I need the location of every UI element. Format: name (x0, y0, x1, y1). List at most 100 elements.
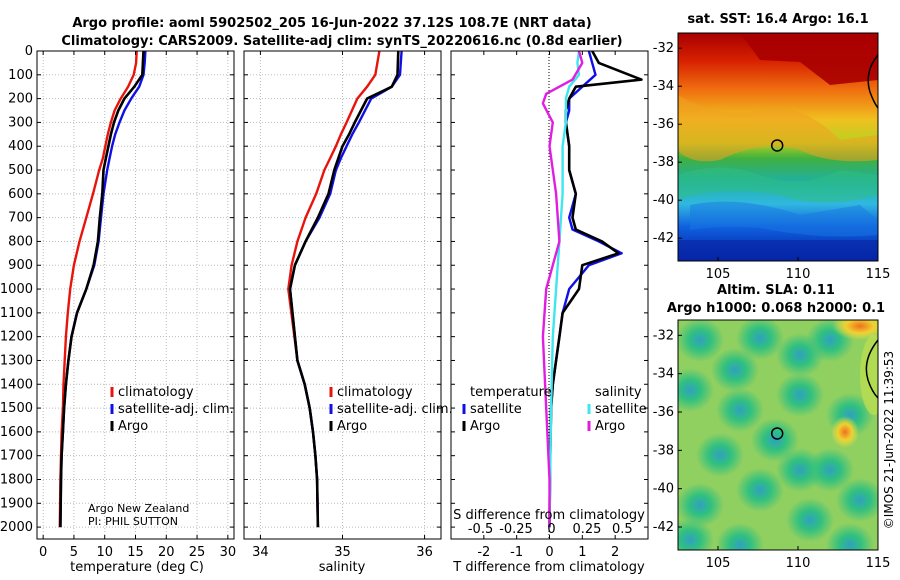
depth-tick-label: 200 (8, 92, 33, 107)
lat-tick-label: -42 (653, 520, 674, 535)
x-tick-label: 20 (158, 545, 175, 560)
sst-map-panel: sat. SST: 16.4 Argo: 16.1 105 110 115 -32 -3… (653, 12, 891, 282)
depth-tick-label: 1900 (0, 496, 33, 511)
salinity-legend: climatology satellite-adj. clim. Argo (329, 385, 453, 434)
depth-tick-label: 1800 (0, 472, 33, 487)
lat-tick-label: -36 (653, 117, 674, 132)
x-tick-label: 30 (220, 545, 237, 560)
legend-label-satellite: satellite-adj. clim. (337, 402, 453, 417)
legend-label-satellite: satellite-adj. clim. (118, 402, 234, 417)
lat-tick-label: -34 (653, 79, 674, 94)
x-tick-label: 5 (70, 545, 78, 560)
series-s-argo (541, 50, 584, 528)
s-tick-label: 0 (547, 522, 555, 537)
legend-label-t-argo: Argo (470, 419, 500, 434)
legend-title-temperature: temperature (470, 385, 552, 400)
depth-tick-label: 600 (8, 187, 33, 202)
x-tick-label: 36 (416, 545, 433, 560)
legend-label-t-satellite: satellite (470, 402, 522, 417)
credit-program: Argo New Zealand (88, 502, 189, 515)
depth-tick-label: 300 (8, 115, 33, 130)
depth-tick-label: 1200 (0, 330, 33, 345)
lon-tick-label: 115 (866, 267, 891, 282)
depth-tick-label: 700 (8, 211, 33, 226)
series-t-argo (548, 50, 643, 528)
x-tick-label: 25 (189, 545, 206, 560)
depth-tick-label: 1700 (0, 449, 33, 464)
argo-position-marker (770, 139, 784, 152)
depth-tick-label: 0 (25, 44, 33, 59)
x-tick-label: 0 (39, 545, 47, 560)
depth-tick-label: 1400 (0, 377, 33, 392)
sla-heatmap (678, 320, 878, 550)
salinity-xlabel: salinity (319, 560, 366, 575)
depth-tick-label: 1500 (0, 401, 33, 416)
depth-tick-label: 1300 (0, 353, 33, 368)
x-tick-label: -1 (510, 545, 523, 560)
credit-pi: PI: PHIL SUTTON (88, 515, 178, 528)
lat-tick-label: -34 (653, 367, 674, 382)
difference-legend: temperature satellite Argo salinity sate… (462, 385, 647, 434)
series-climatology (58, 50, 138, 528)
s-tick-label: -0.25 (499, 522, 533, 537)
legend-label-s-satellite: satellite (595, 402, 647, 417)
legend-label-s-argo: Argo (595, 419, 625, 434)
sla-map-title-line1: Altim. SLA: 0.11 (717, 283, 835, 298)
legend-label-climatology: climatology (118, 385, 194, 400)
legend-title-salinity: salinity (595, 385, 642, 400)
x-tick-label: 10 (96, 545, 113, 560)
series-argo (288, 50, 400, 528)
x-tick-label: 35 (334, 545, 351, 560)
lon-tick-label: 115 (866, 556, 891, 571)
depth-tick-label: 2000 (0, 520, 33, 535)
figure-title-line1: Argo profile: aoml 5902502_205 16-Jun-20… (72, 16, 591, 31)
x-tick-label: 2 (611, 545, 619, 560)
lon-tick-label: 105 (706, 556, 731, 571)
depth-tick-label: 400 (8, 139, 33, 154)
depth-tick-label: 100 (8, 68, 33, 83)
lat-tick-label: -32 (653, 41, 674, 56)
s-tick-label: 0.25 (572, 522, 601, 537)
temperature-legend: climatology satellite-adj. clim. Argo (110, 385, 234, 434)
temperature-xlabel: temperature (deg C) (70, 560, 204, 575)
depth-tick-label: 1100 (0, 306, 33, 321)
x-tick-label: 0 (545, 545, 553, 560)
salinity-panel: 34 35 36 salinity climatology satellite-ad… (243, 50, 453, 575)
lat-tick-label: -40 (653, 482, 674, 497)
s-tick-label: -0.5 (468, 522, 493, 537)
x-tick-label: -2 (477, 545, 490, 560)
depth-tick-label: 500 (8, 163, 33, 178)
temperature-panel: 0 5 10 15 20 25 300100200300400500600700800900… (0, 44, 236, 575)
x-tick-label: 1 (578, 545, 586, 560)
lat-tick-label: -36 (653, 405, 674, 420)
depth-tick-label: 900 (8, 258, 33, 273)
sst-map-title: sat. SST: 16.4 Argo: 16.1 (687, 12, 868, 27)
series-t-satellite (548, 50, 623, 528)
lat-tick-label: -32 (653, 328, 674, 343)
depth-tick-label: 800 (8, 234, 33, 249)
legend-label-argo: Argo (337, 419, 367, 434)
difference-xlabel-top: S difference from climatology (453, 508, 645, 523)
x-tick-label: 15 (127, 545, 144, 560)
depth-tick-label: 1600 (0, 425, 33, 440)
lat-tick-label: -42 (653, 231, 674, 246)
lat-tick-label: -38 (653, 155, 674, 170)
legend-label-argo: Argo (118, 419, 148, 434)
s-tick-label: 0.5 (612, 522, 633, 537)
lon-tick-label: 105 (706, 267, 731, 282)
sst-heatmap (678, 33, 878, 261)
imos-stamp: ©IMOS 21-Jun-2022 11:39:53 (882, 351, 896, 529)
series-s-satellite (548, 50, 581, 528)
lon-tick-label: 110 (786, 267, 811, 282)
sla-map-panel: Altim. SLA: 0.11 Argo h1000: 0.068 h2000… (653, 283, 891, 571)
legend-label-climatology: climatology (337, 385, 413, 400)
series-argo (59, 50, 145, 528)
difference-panel: -2 -1 0 1 2 -0.5 -0.25 0 0.25 0.5 T difference fr… (450, 50, 649, 575)
x-tick-label: 34 (252, 545, 269, 560)
lat-tick-label: -40 (653, 193, 674, 208)
sla-map-title-line2: Argo h1000: 0.068 h2000: 0.1 (667, 301, 885, 316)
difference-xlabel: T difference from climatology (452, 560, 645, 575)
argo-position-marker (770, 427, 784, 440)
lon-tick-label: 110 (786, 556, 811, 571)
